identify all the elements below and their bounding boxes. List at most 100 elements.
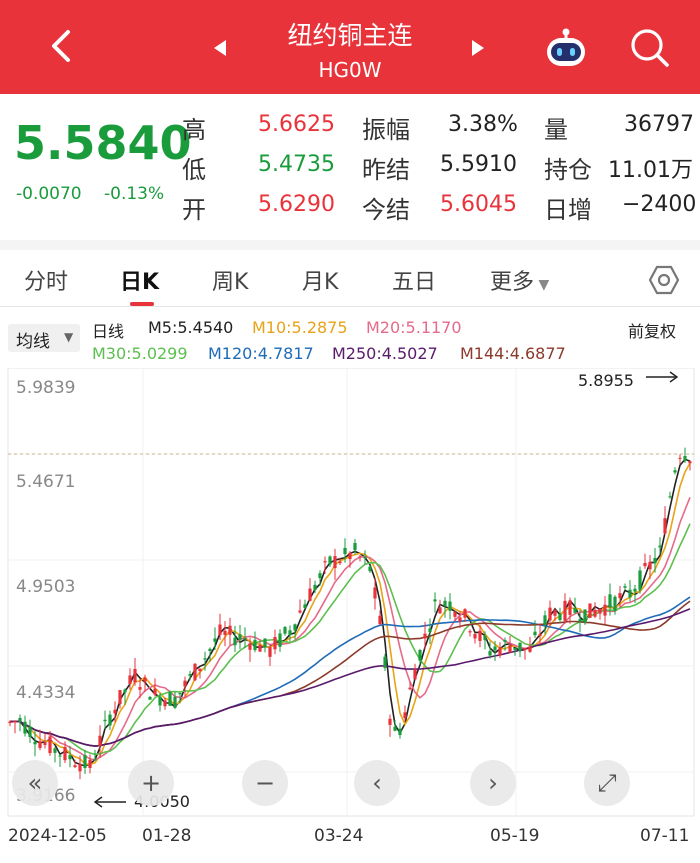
x-tick-label: 03-24 <box>314 826 364 846</box>
candle-body <box>423 633 427 639</box>
ma144-value: M144:4.6877 <box>460 344 566 363</box>
fullscreen-button[interactable]: ⤢ <box>584 760 630 806</box>
amplitude-label: 振幅 <box>362 116 410 144</box>
daily-increase-value: −2400 <box>622 192 697 217</box>
candle-body <box>438 607 442 614</box>
candlestick-chart[interactable] <box>0 368 700 818</box>
tab-more-label: 更多 <box>490 270 535 295</box>
scroll-to-start-button[interactable]: « <box>12 760 58 806</box>
candle-body <box>128 675 132 684</box>
candle-body <box>568 600 572 615</box>
candle-body <box>608 594 612 608</box>
search-icon[interactable] <box>628 26 670 68</box>
tab-intraday[interactable]: 分时 <box>24 270 69 295</box>
candle-body <box>158 696 162 706</box>
candle-body <box>298 610 302 613</box>
back-arrow-icon[interactable] <box>42 26 82 66</box>
x-tick-label: 01-28 <box>142 826 192 846</box>
candle-body <box>588 603 592 618</box>
candle-body <box>453 612 457 617</box>
candle-body <box>193 663 197 681</box>
candle-body <box>303 604 307 609</box>
settle-label: 今结 <box>362 196 410 224</box>
volume-label: 量 <box>544 116 568 144</box>
candle-body <box>638 570 642 590</box>
candle-body <box>188 674 192 676</box>
ma250-value: M250:4.5027 <box>332 344 438 363</box>
candle-body <box>398 728 402 735</box>
candle-body <box>153 688 157 695</box>
candle-body <box>348 552 352 560</box>
candle-body <box>613 596 617 611</box>
volume-value: 36797 <box>624 112 694 137</box>
scroll-right-button[interactable]: › <box>470 760 516 806</box>
candle-body <box>553 609 557 616</box>
ai-robot-icon[interactable] <box>543 24 589 70</box>
candle-body <box>548 607 552 621</box>
ma-selector-button[interactable]: 均线 ▼ <box>8 324 80 352</box>
candle-body <box>563 600 567 621</box>
tab-daily-k[interactable]: 日K <box>120 270 160 295</box>
candle-body <box>378 615 382 625</box>
candle-body <box>578 619 582 622</box>
candle-body <box>393 726 397 731</box>
settle-value: 5.6045 <box>440 192 517 217</box>
previous-contract-icon[interactable] <box>212 38 228 58</box>
zoom-out-button[interactable]: − <box>242 760 288 806</box>
candle-body <box>663 518 667 534</box>
ma5-value: M5:5.4540 <box>148 318 234 337</box>
candle-body <box>253 639 257 651</box>
candle-body <box>293 624 297 631</box>
candle-body <box>18 717 22 722</box>
more-caret-icon: ▼ <box>534 277 550 293</box>
candle-body <box>123 689 127 693</box>
adjust-mode-label[interactable]: 前复权 <box>628 322 677 341</box>
candle-body <box>503 640 507 642</box>
candle-body <box>643 562 647 567</box>
candle-body <box>648 561 652 570</box>
candle-body <box>238 634 242 640</box>
tab-weekly-k[interactable]: 周K <box>212 270 249 295</box>
candle-body <box>338 561 342 564</box>
candle-body <box>478 630 482 641</box>
candle-body <box>593 609 597 617</box>
candle-body <box>623 586 627 588</box>
period-tabs: 分时 日K 周K 月K 五日 更多 ▼ <box>0 250 700 308</box>
m120-line <box>9 596 691 747</box>
candle-body <box>403 712 407 719</box>
candle-body <box>343 547 347 555</box>
chart-settings-icon[interactable] <box>648 264 680 296</box>
candle-body <box>218 624 222 635</box>
y-tick-label: 4.9503 <box>16 577 76 597</box>
candle-body <box>208 648 212 651</box>
candle-body <box>633 588 637 592</box>
candle-body <box>383 656 387 668</box>
low-value: 5.4735 <box>258 152 335 177</box>
candle-body <box>328 556 332 565</box>
tab-more[interactable]: 更多 ▼ <box>490 264 549 296</box>
candle-body <box>513 647 517 651</box>
candle-body <box>493 646 497 651</box>
candle-body <box>43 742 47 745</box>
candle-body <box>183 680 187 687</box>
candle-body <box>268 647 272 657</box>
candle-body <box>323 561 327 563</box>
candle-body <box>353 543 357 551</box>
zoom-in-button[interactable]: + <box>128 760 174 806</box>
candle-body <box>688 461 692 464</box>
candle-body <box>518 642 522 652</box>
tab-five-day[interactable]: 五日 <box>392 270 437 295</box>
candle-body <box>178 692 182 695</box>
candle-body <box>278 633 282 647</box>
quote-panel: 5.5840 -0.0070 -0.13% 高 5.6625 低 5.4735 … <box>0 94 700 244</box>
candle-body <box>573 607 577 613</box>
prev-settle-value: 5.5910 <box>440 152 517 177</box>
candle-body <box>413 669 417 680</box>
candle-body <box>603 604 607 616</box>
next-contract-icon[interactable] <box>470 38 486 58</box>
tab-monthly-k[interactable]: 月K <box>302 270 339 295</box>
candle-body <box>333 556 337 569</box>
candle-body <box>538 634 542 637</box>
scroll-left-button[interactable]: ‹ <box>354 760 400 806</box>
candle-body <box>143 677 147 682</box>
